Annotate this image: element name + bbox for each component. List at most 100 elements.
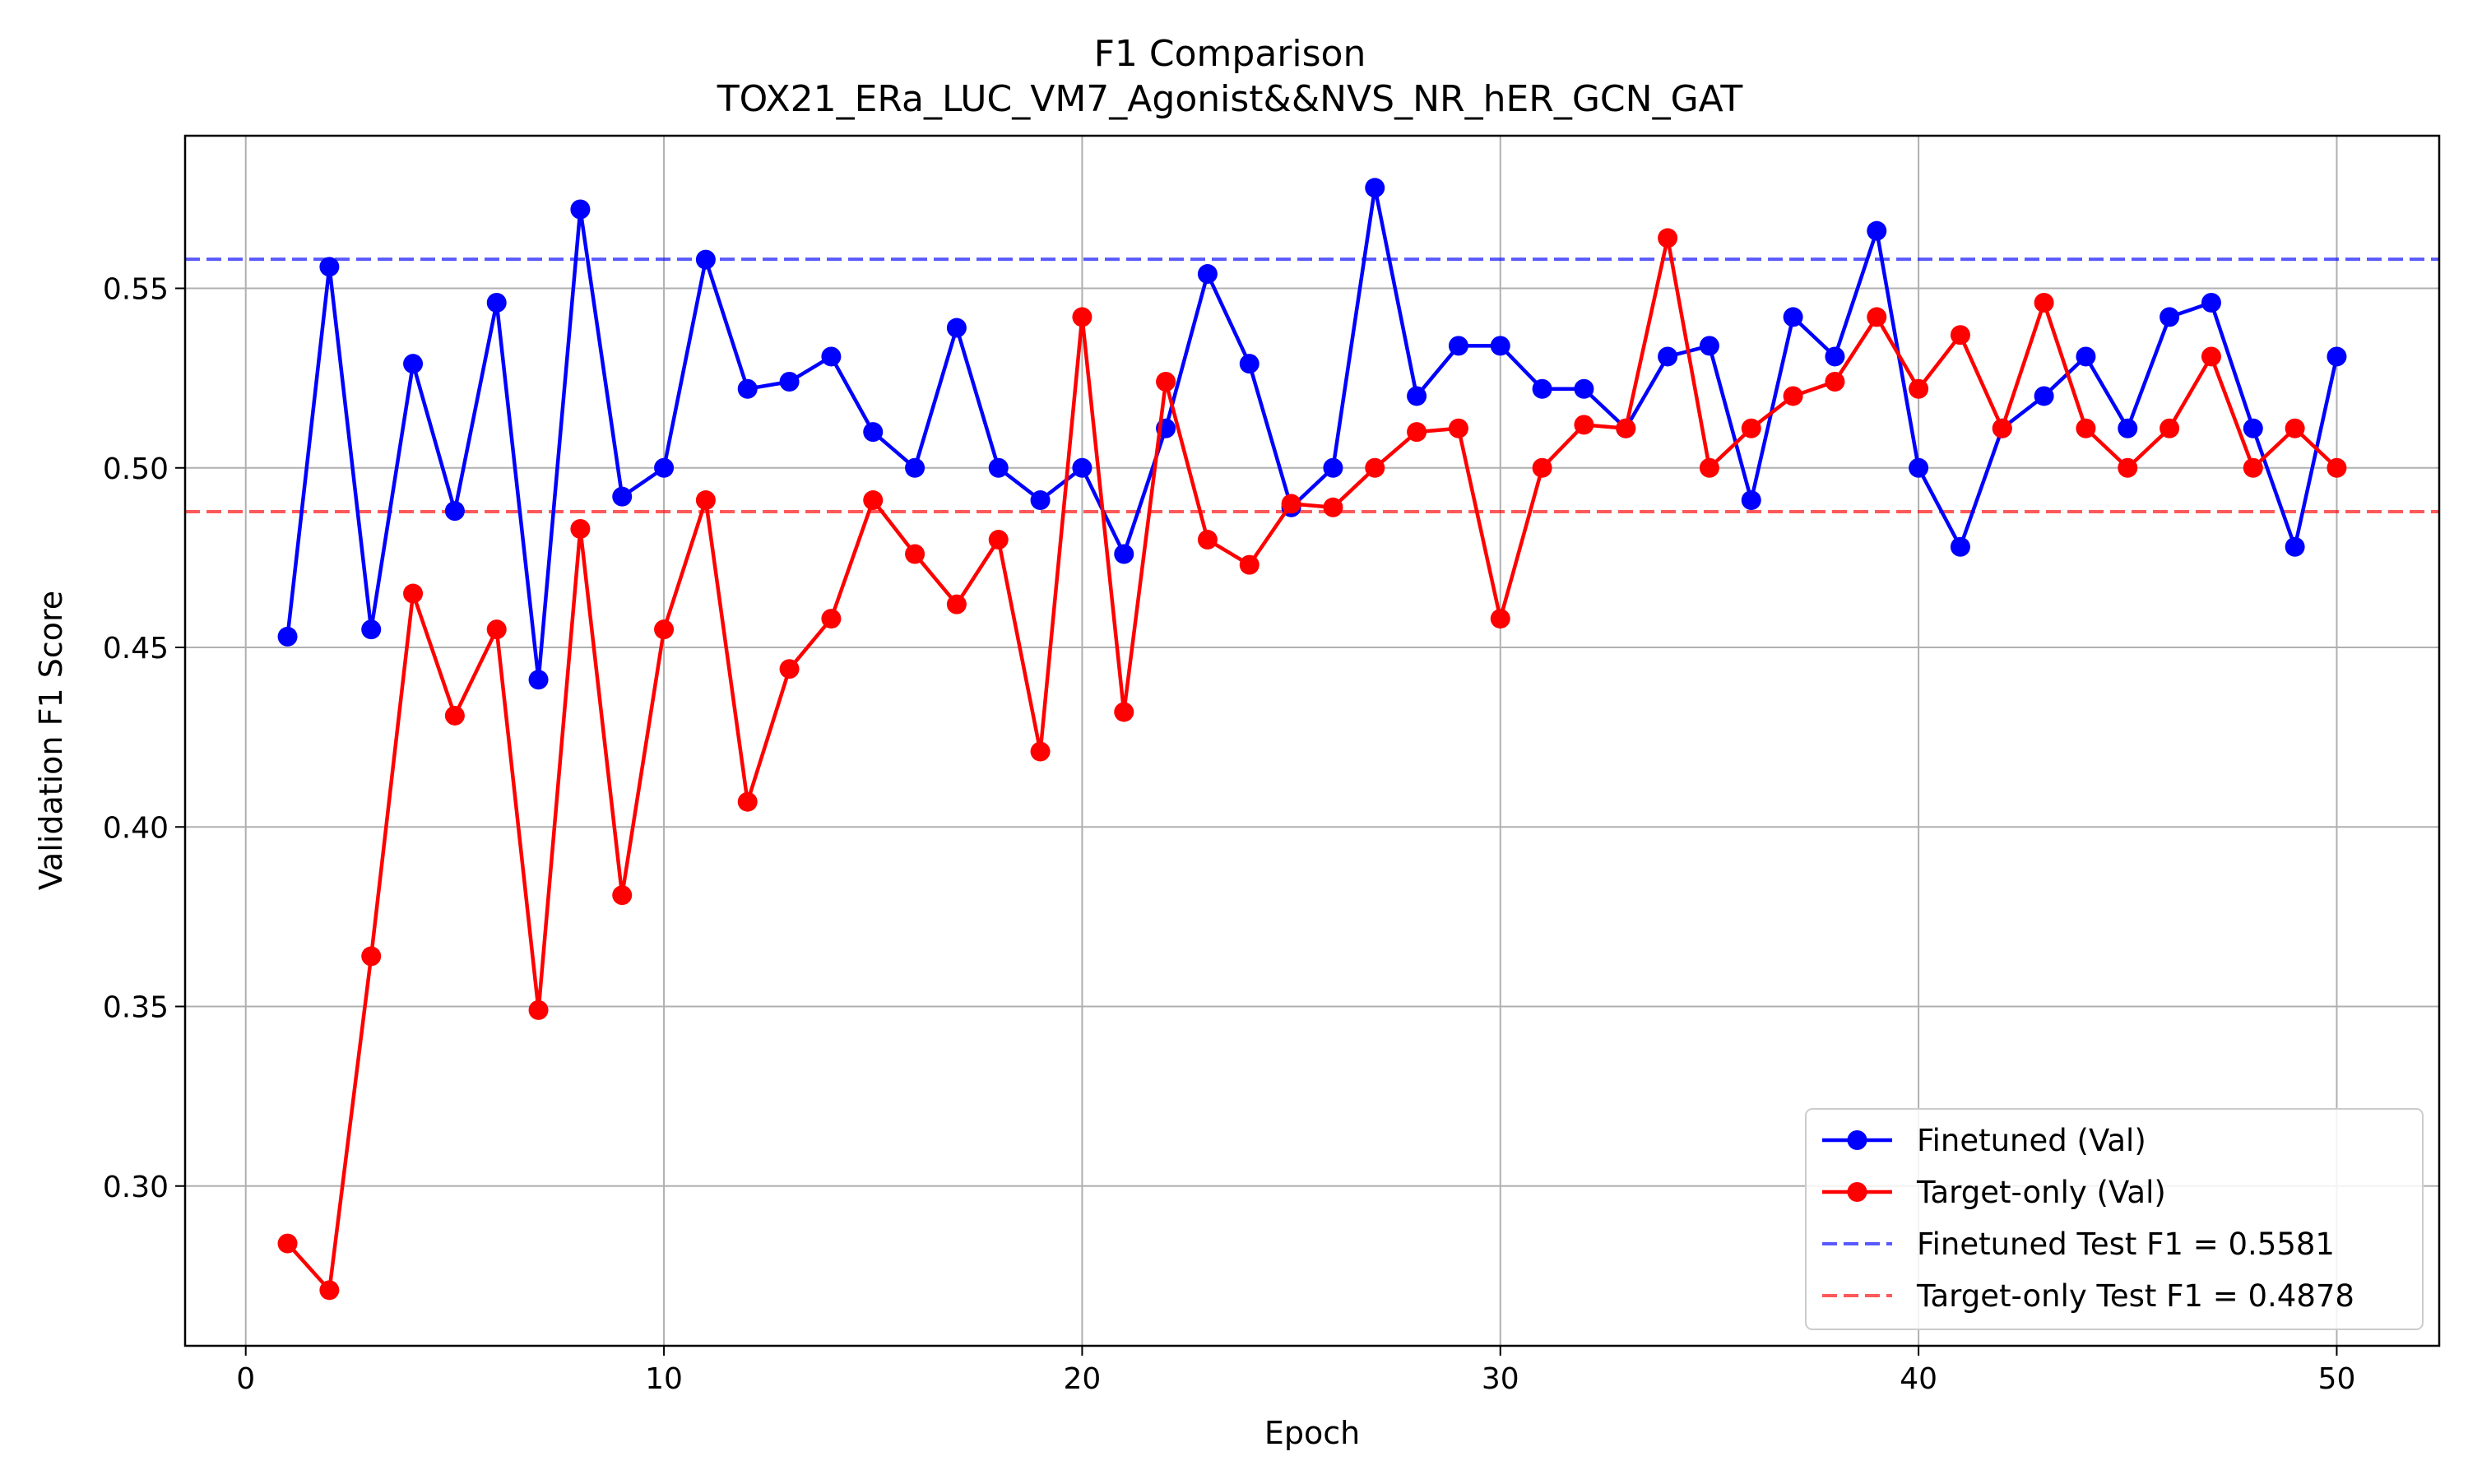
y-tick-label: 0.35 xyxy=(103,991,169,1025)
x-tick-label: 0 xyxy=(236,1362,255,1396)
data-point xyxy=(737,791,758,812)
legend-box xyxy=(1805,1108,2424,1330)
data-point xyxy=(612,885,633,906)
series-line xyxy=(285,236,2339,1292)
legend-marker xyxy=(1847,1130,1867,1150)
data-point xyxy=(1616,418,1636,438)
x-tick-label: 40 xyxy=(1900,1362,1937,1396)
data-point xyxy=(403,583,424,604)
data-point xyxy=(1574,378,1594,399)
data-point xyxy=(2160,307,2180,327)
data-point xyxy=(2243,418,2263,438)
data-point xyxy=(1867,220,1887,241)
legend-label: Target-only Test F1 = 0.4878 xyxy=(1916,1278,2354,1314)
data-point xyxy=(695,490,716,511)
series-group xyxy=(277,228,2347,1301)
data-point xyxy=(2201,346,2221,367)
data-point xyxy=(1490,609,1510,629)
data-point xyxy=(1950,536,1970,557)
data-point xyxy=(1030,741,1051,762)
x-tick-label: 30 xyxy=(1482,1362,1519,1396)
y-tick-label: 0.45 xyxy=(103,632,169,665)
data-point xyxy=(1490,336,1510,356)
data-point xyxy=(2118,457,2138,478)
data-point xyxy=(2327,457,2347,478)
x-tick-label: 50 xyxy=(2318,1362,2356,1396)
data-point xyxy=(570,518,591,539)
data-point xyxy=(277,626,298,647)
data-point xyxy=(988,530,1009,550)
data-point xyxy=(779,372,800,392)
data-point xyxy=(1658,346,1678,367)
legend: Finetuned (Val) Target-only (Val) Finetune… xyxy=(1805,1108,2424,1330)
data-point xyxy=(779,659,800,679)
data-point xyxy=(1323,497,1343,517)
data-point xyxy=(2118,418,2138,438)
data-point xyxy=(1239,554,1260,575)
data-point xyxy=(1532,457,1552,478)
data-point xyxy=(905,457,926,478)
data-point xyxy=(570,199,591,220)
data-point xyxy=(612,486,633,507)
data-point xyxy=(821,609,842,629)
legend-label: Finetuned (Val) xyxy=(1917,1123,2146,1158)
data-point xyxy=(1239,354,1260,374)
data-point xyxy=(1825,372,1845,392)
data-point xyxy=(1407,386,1427,406)
data-point xyxy=(1699,336,1719,356)
data-point xyxy=(1741,490,1761,511)
data-point xyxy=(988,457,1009,478)
data-point xyxy=(2285,536,2305,557)
data-point xyxy=(1114,702,1134,722)
data-point xyxy=(1030,490,1051,511)
data-point xyxy=(2201,292,2221,313)
data-point xyxy=(946,318,967,338)
data-point xyxy=(1867,307,1887,327)
data-point xyxy=(1783,386,1803,406)
y-axis-label: Validation F1 Score xyxy=(33,591,69,890)
data-point xyxy=(1114,544,1134,564)
data-point xyxy=(528,670,549,690)
data-point xyxy=(444,705,465,726)
data-point xyxy=(1365,178,1385,198)
legend-label: Finetuned Test F1 = 0.5581 xyxy=(1917,1227,2335,1262)
data-point xyxy=(2285,418,2305,438)
data-point xyxy=(1448,418,1468,438)
chart-subtitle: TOX21_ERa_LUC_VM7_Agonist&&NVS_NR_hER_GC… xyxy=(717,78,1743,120)
legend-marker xyxy=(1847,1182,1867,1202)
y-tick-label: 0.30 xyxy=(103,1171,169,1204)
plot-frame xyxy=(183,134,2441,1347)
data-point xyxy=(1072,457,1093,478)
data-point xyxy=(1741,418,1761,438)
data-point xyxy=(1448,336,1468,356)
data-point xyxy=(1950,325,1970,345)
data-point xyxy=(1281,494,1301,514)
data-point xyxy=(905,544,926,564)
data-point xyxy=(2243,457,2263,478)
data-point xyxy=(1532,378,1552,399)
data-point xyxy=(863,422,884,443)
data-point xyxy=(821,346,842,367)
data-point xyxy=(361,619,382,640)
chart-title: F1 Comparison xyxy=(1094,33,1366,75)
data-point xyxy=(486,292,507,313)
data-point xyxy=(946,594,967,614)
data-point xyxy=(277,1233,298,1254)
data-point xyxy=(1909,378,1929,399)
data-point xyxy=(2076,346,2096,367)
data-point xyxy=(1365,457,1385,478)
data-point xyxy=(1156,372,1176,392)
data-point xyxy=(2327,346,2347,367)
data-point xyxy=(1825,346,1845,367)
data-point xyxy=(1574,415,1594,435)
data-point xyxy=(737,378,758,399)
data-point xyxy=(2160,418,2180,438)
data-point xyxy=(1992,418,2012,438)
data-point xyxy=(654,619,675,640)
data-point xyxy=(2034,386,2054,406)
data-point xyxy=(695,249,716,270)
data-point xyxy=(1197,530,1218,550)
data-point xyxy=(1407,422,1427,443)
data-point xyxy=(403,354,424,374)
